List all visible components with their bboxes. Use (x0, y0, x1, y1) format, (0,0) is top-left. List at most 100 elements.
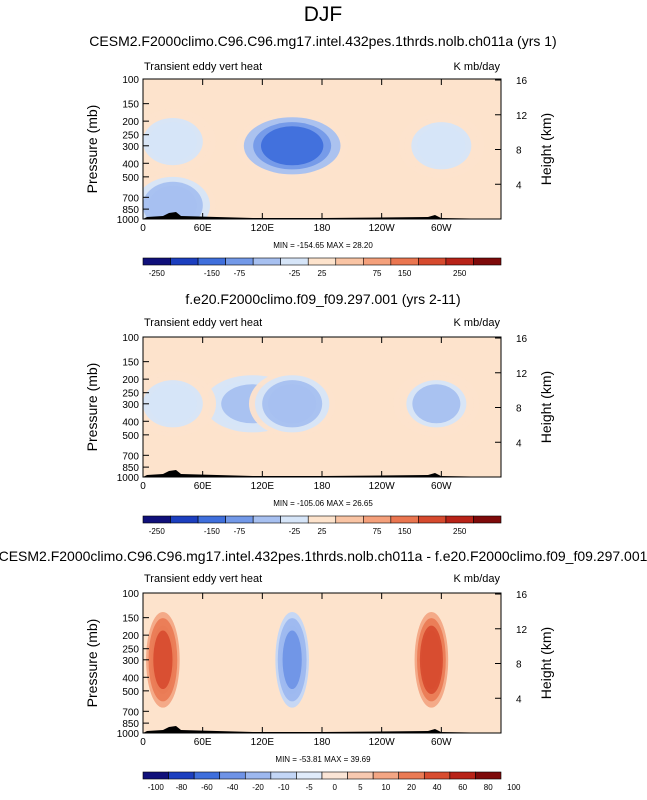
field-contour-3-4 (417, 126, 466, 166)
colorbar-swatch (252, 257, 281, 266)
y-tick-label: 850 (122, 719, 139, 730)
colorbar-swatch (280, 515, 309, 524)
colorbar-swatch (475, 771, 502, 780)
y-right-tick-label: 12 (516, 111, 528, 122)
x-tick-label: 60E (194, 481, 212, 492)
colorbar-label: 10 (381, 783, 390, 792)
y-right-tick-label: 4 (516, 438, 522, 449)
panel-left-label: Transient eddy vert heat (144, 573, 262, 585)
colorbar-label: 250 (453, 269, 467, 278)
y-right-tick-label: 16 (516, 76, 528, 87)
field-contour-4-4 (148, 185, 197, 219)
colorbar-label: 40 (433, 783, 442, 792)
x-tick-label: 60E (194, 223, 212, 234)
field-contour-2-4 (421, 630, 441, 690)
colorbar-label: 150 (398, 269, 412, 278)
colorbar-swatch (244, 771, 272, 780)
page-title: DJF (304, 3, 343, 26)
colorbar-label: 20 (407, 783, 416, 792)
y-tick-label: 700 (122, 451, 139, 462)
colorbar-swatch (307, 515, 337, 524)
colorbar-label: -75 (234, 527, 246, 536)
panel-title: f.e20.F2000climo.f09_f09.297.001 (yrs 2-… (185, 291, 460, 307)
colorbar-swatch (423, 771, 451, 780)
y-tick-label: 250 (122, 645, 139, 656)
panel-right-label: K mb/day (454, 573, 501, 585)
colorbar-swatch (197, 257, 226, 266)
colorbar-label: 60 (458, 783, 467, 792)
colorbar-label: -60 (201, 783, 213, 792)
y-right-tick-label: 4 (516, 180, 522, 191)
plot-area (143, 593, 501, 733)
colorbar-swatch (445, 515, 474, 524)
y-tick-label: 150 (122, 358, 139, 369)
panel-right-label: K mb/day (454, 61, 501, 73)
y-tick-label: 250 (122, 389, 139, 400)
panel-1: CESM2.F2000climo.C96.C96.mg17.intel.432p… (84, 33, 557, 278)
terrain-mask (143, 470, 501, 477)
field-contour-2-4 (148, 122, 197, 162)
colorbar-swatch (347, 771, 374, 780)
colorbar-swatch (296, 771, 323, 780)
colorbar-swatch (418, 515, 447, 524)
y-tick-label: 200 (122, 375, 139, 386)
colorbar-swatch (225, 515, 254, 524)
x-tick-label: 180 (314, 481, 331, 492)
x-tick-label: 120E (251, 223, 275, 234)
colorbar-swatch (449, 771, 476, 780)
colorbar-swatch (321, 771, 348, 780)
panel-2: f.e20.F2000climo.f09_f09.297.001 (yrs 2-… (84, 291, 554, 536)
y-tick-label: 1000 (117, 215, 140, 226)
y-tick-label: 850 (122, 205, 139, 216)
colorbar-swatch (390, 515, 419, 524)
y-tick-label: 250 (122, 131, 139, 142)
colorbar-swatch (252, 515, 281, 524)
colorbar-swatch (307, 257, 337, 266)
y-tick-label: 300 (122, 656, 139, 667)
colorbar-swatch (445, 257, 474, 266)
y-axis-right-title: Height (km) (538, 371, 554, 443)
colorbar-swatch (390, 257, 419, 266)
x-tick-label: 0 (140, 223, 146, 234)
y-right-tick-label: 4 (516, 694, 522, 705)
colorbar-swatch (225, 257, 254, 266)
y-right-tick-label: 8 (516, 660, 522, 671)
stats-label: MIN = -53.81 MAX = 39.69 (275, 755, 371, 764)
plot-area (143, 337, 501, 477)
colorbar-label: 25 (318, 269, 327, 278)
y-axis-title: Pressure (mb) (84, 619, 100, 708)
x-tick-label: 120W (369, 223, 396, 234)
field-contour-3-4 (148, 384, 197, 424)
y-tick-label: 100 (122, 589, 139, 600)
colorbar-label: 150 (398, 527, 412, 536)
colorbar-swatch (270, 771, 297, 780)
colorbar-label: 100 (507, 783, 521, 792)
colorbar-label: -250 (149, 269, 166, 278)
panel-title: CESM2.F2000climo.C96.C96.mg17.intel.432p… (89, 33, 556, 49)
colorbar-swatch (142, 257, 171, 266)
colorbar-swatch (142, 515, 171, 524)
colorbar-swatch (170, 257, 199, 266)
y-axis-right-title: Height (km) (538, 113, 554, 185)
colorbar-label: 5 (358, 783, 363, 792)
x-tick-label: 60W (431, 481, 452, 492)
panel-right-label: K mb/day (454, 317, 501, 329)
y-axis-title: Pressure (mb) (84, 363, 100, 452)
field-contour-3-4 (153, 630, 173, 690)
stats-label: MIN = -154.65 MAX = 28.20 (273, 241, 373, 250)
y-tick-label: 500 (122, 431, 139, 442)
colorbar-swatch (219, 771, 246, 780)
colorbar-label: 75 (373, 269, 382, 278)
colorbar-label: 25 (318, 527, 327, 536)
terrain-mask (143, 212, 501, 219)
y-axis-right-title: Height (km) (538, 627, 554, 699)
x-tick-label: 120E (251, 737, 275, 748)
panel-title: CESM2.F2000climo.C96.C96.mg17.intel.432p… (0, 548, 647, 564)
colorbar-label: -25 (289, 269, 301, 278)
colorbar-label: -20 (252, 783, 264, 792)
colorbar-swatch (335, 515, 364, 524)
y-tick-label: 150 (122, 100, 139, 111)
field-contour-1-4 (260, 126, 324, 166)
